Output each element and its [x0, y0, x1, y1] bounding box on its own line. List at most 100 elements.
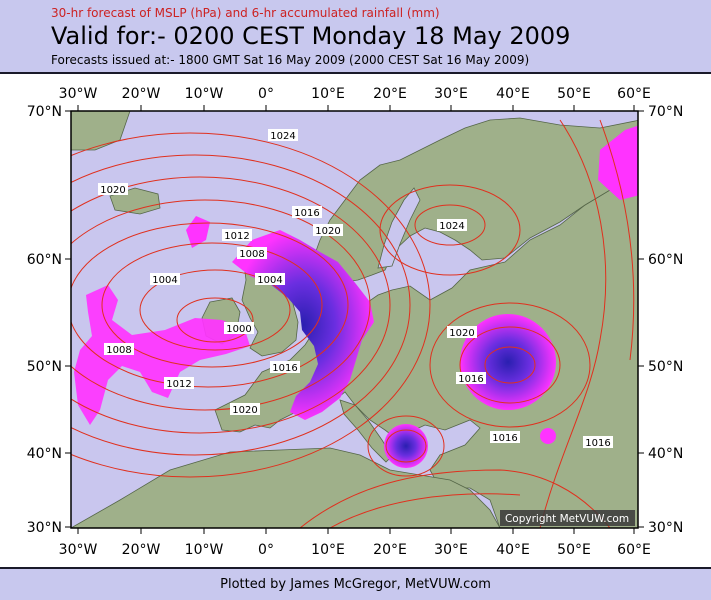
isobar-low-1016	[71, 176, 391, 434]
svg-text:1020: 1020	[449, 328, 474, 339]
svg-text:1020: 1020	[232, 405, 257, 416]
isobar-label: 1004	[150, 273, 180, 286]
land-masses	[71, 111, 638, 528]
svg-text:1016: 1016	[272, 363, 297, 374]
lon-label: 30°W	[59, 542, 98, 558]
land-greenland-edge	[71, 111, 131, 151]
svg-text:1000: 1000	[226, 324, 251, 335]
lat-label: 60°N	[648, 252, 683, 268]
lon-label: 0°	[258, 86, 274, 102]
isobar-label: 1016	[292, 206, 322, 219]
forecast-map-panel: 1024 1020 1016 1020 1012 1008 1004 1004 …	[0, 74, 711, 567]
lon-label: 10°W	[185, 86, 224, 102]
lon-label: 10°E	[311, 542, 345, 558]
lon-label: 20°W	[122, 542, 161, 558]
lon-labels-top: 30°W 20°W 10°W 0° 10°E 20°E 30°E 40°E 50…	[59, 86, 651, 102]
lat-label: 30°N	[648, 520, 683, 536]
isobar-low-russia-c	[429, 302, 591, 428]
lon-label: 50°E	[557, 86, 591, 102]
isobar-label: 1020	[230, 403, 260, 416]
lon-label: 10°E	[311, 86, 345, 102]
lon-label: 40°E	[496, 542, 530, 558]
svg-text:1024: 1024	[270, 131, 295, 142]
svg-text:1012: 1012	[224, 231, 249, 242]
isobar-label: 1020	[447, 326, 477, 339]
issued-time: Forecasts issued at:- 1800 GMT Sat 16 Ma…	[51, 53, 530, 67]
lat-label: 30°N	[27, 520, 62, 536]
isobar-label: 1020	[313, 224, 343, 237]
lon-label: 20°E	[373, 86, 407, 102]
svg-text:1020: 1020	[100, 185, 125, 196]
lon-ticks	[77, 105, 635, 534]
lat-labels-left: 70°N 60°N 50°N 40°N 30°N	[27, 104, 62, 536]
isobar-label: 1000	[224, 322, 254, 335]
isobar-low-1008	[71, 222, 349, 388]
svg-text:1008: 1008	[106, 345, 131, 356]
rain-cell-russia	[460, 314, 556, 410]
lat-label: 60°N	[27, 252, 62, 268]
map-frame	[70, 110, 639, 529]
lon-label: 60°E	[617, 86, 651, 102]
lat-ticks	[65, 110, 644, 528]
isobar-mediterranean-a	[299, 469, 611, 528]
valid-time-title: Valid for:- 0200 CEST Monday 18 May 2009	[51, 22, 571, 50]
lat-label: 40°N	[648, 446, 683, 462]
svg-text:1016: 1016	[458, 374, 483, 385]
isobar-low-russia-b	[459, 326, 561, 404]
isobar-label: 1016	[456, 372, 486, 385]
lat-label: 50°N	[27, 359, 62, 375]
lon-label: 20°W	[122, 86, 161, 102]
lon-label: 30°E	[434, 86, 468, 102]
isobar-low-1004b	[101, 242, 323, 368]
svg-text:1020: 1020	[315, 226, 340, 237]
copyright-badge: Copyright MetVUW.com	[500, 510, 635, 526]
isobar-low-russia-a	[484, 346, 536, 384]
isobar-label: 1016	[270, 361, 300, 374]
lat-label: 40°N	[27, 446, 62, 462]
svg-text:1016: 1016	[492, 433, 517, 444]
isobar-label: 1012	[164, 377, 194, 390]
footer: Plotted by James McGregor, MetVUW.com	[0, 569, 711, 600]
svg-text:1012: 1012	[166, 379, 191, 390]
copyright-text: Copyright MetVUW.com	[505, 513, 629, 525]
isobar-low-1020	[71, 154, 411, 456]
isobar-ring-scand	[379, 184, 521, 276]
land-bothnia-gap	[377, 187, 421, 269]
rain-band-atlantic	[74, 285, 250, 425]
land-north-africa	[71, 447, 501, 528]
lat-label: 50°N	[648, 359, 683, 375]
isobar-east-1012	[599, 119, 635, 361]
isobars	[71, 119, 635, 528]
svg-text:1016: 1016	[294, 208, 319, 219]
footer-divider	[0, 567, 711, 569]
isobar-low-balkans-a	[385, 429, 427, 463]
lon-label: 0°	[258, 542, 274, 558]
isobar-mediterranean-b	[329, 493, 521, 528]
lon-label: 10°W	[185, 542, 224, 558]
isobar-label: 1024	[437, 219, 467, 232]
isobar-label: 1004	[255, 273, 285, 286]
isobar-low-balkans-b	[367, 415, 445, 477]
isobar-low-1000	[176, 297, 254, 343]
isobar-east-1016	[539, 119, 607, 528]
isobar-low-1004a	[139, 269, 291, 351]
svg-text:1008: 1008	[239, 249, 264, 260]
isobar-label: 1008	[237, 247, 267, 260]
header-divider	[0, 72, 711, 74]
lon-label: 40°E	[496, 86, 530, 102]
svg-text:1016: 1016	[585, 438, 610, 449]
rain-cell-balkans	[384, 424, 428, 468]
isobar-labels: 1024 1020 1016 1020 1012 1008 1004 1004 …	[98, 129, 613, 449]
isobar-label: 1012	[222, 229, 252, 242]
forecast-subtitle: 30-hr forecast of MSLP (hPa) and 6-hr ac…	[51, 6, 440, 20]
lon-label: 30°E	[434, 542, 468, 558]
lon-label: 20°E	[373, 542, 407, 558]
forecast-map: 1024 1020 1016 1020 1012 1008 1004 1004 …	[27, 86, 684, 558]
rain-cell-caucasus	[540, 428, 556, 444]
lat-label: 70°N	[648, 104, 683, 120]
lon-label: 50°E	[557, 542, 591, 558]
isobar-label: 1024	[268, 129, 298, 142]
isobar-label: 1020	[98, 183, 128, 196]
lat-labels-right: 70°N 60°N 50°N 40°N 30°N	[648, 104, 683, 536]
lat-label: 70°N	[27, 104, 62, 120]
